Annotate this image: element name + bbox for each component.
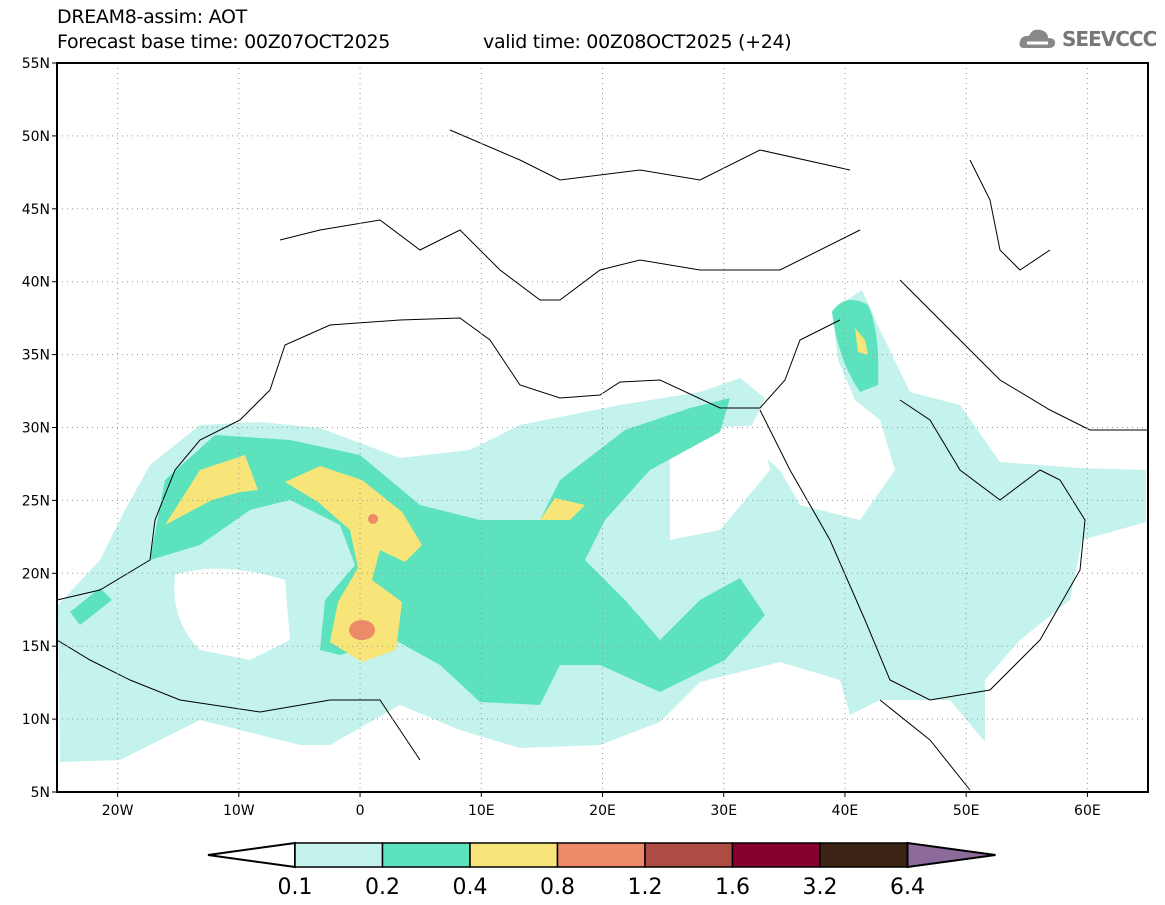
lon-label: 20W <box>102 803 134 819</box>
lat-label: 20N <box>22 566 50 582</box>
base-time: Forecast base time: 00Z07OCT2025 <box>57 31 391 53</box>
lat-label: 55N <box>22 56 50 72</box>
aot-0.4-region <box>285 466 422 662</box>
colorbar-bin <box>731 842 821 868</box>
colorbar-label: 1.6 <box>715 875 750 900</box>
valid-time: valid time: 00Z08OCT2025 (+24) <box>483 31 792 53</box>
logo-text: SEEVCCC <box>1062 27 1157 51</box>
lat-label: 10N <box>22 712 50 728</box>
map-title: DREAM8-assim: AOT <box>57 6 247 28</box>
lon-label: 0 <box>356 803 365 819</box>
colorbar-under-arrow <box>207 841 296 869</box>
aot-0.2-west <box>70 588 112 625</box>
lon-label: 40E <box>832 803 859 819</box>
colorbar-bin <box>381 842 471 868</box>
lon-label: 10W <box>223 803 255 819</box>
lon-label: 30E <box>710 803 737 819</box>
lat-label: 5N <box>31 785 50 801</box>
colorbar-bin <box>819 842 909 868</box>
colorbar-bin <box>294 842 384 868</box>
lat-label: 15N <box>22 639 50 655</box>
aot-field <box>58 290 1146 762</box>
seevccc-logo: SEEVCCC <box>1018 26 1157 52</box>
aot-0.4-region <box>540 498 585 520</box>
clear-hole <box>670 425 770 540</box>
lat-label: 35N <box>22 348 50 364</box>
aot-0.4-iraq <box>855 328 868 355</box>
lon-label: 10E <box>468 803 495 819</box>
lon-label: 20E <box>589 803 616 819</box>
aot-0.2-iraq <box>832 299 879 392</box>
cloud-icon <box>1019 29 1056 48</box>
colorbar-label: 0.8 <box>540 875 575 900</box>
colorbar: 0.1 0.2 0.4 0.8 1.2 1.6 3.2 6.4 <box>207 841 996 900</box>
lon-label: 60E <box>1074 803 1101 819</box>
clear-hole <box>174 568 290 660</box>
colorbar-bin <box>644 842 734 868</box>
colorbar-bin <box>556 842 646 868</box>
colorbar-label: 3.2 <box>803 875 838 900</box>
colorbar-label: 6.4 <box>890 875 925 900</box>
aot-0.8-spot <box>368 514 378 524</box>
lat-label: 40N <box>22 275 50 291</box>
lat-label: 45N <box>22 202 50 218</box>
colorbar-label: 1.2 <box>628 875 663 900</box>
lat-label: 30N <box>22 421 50 437</box>
colorbar-label: 0.4 <box>453 875 488 900</box>
aot-0.8-spot <box>349 620 375 640</box>
colorbar-label: 0.2 <box>365 875 400 900</box>
lat-label: 25N <box>22 493 50 509</box>
coastlines <box>56 129 1148 791</box>
aot-0.4-region <box>165 455 258 525</box>
colorbar-bin <box>469 842 559 868</box>
lat-label: 50N <box>22 129 50 145</box>
graticule <box>57 63 1148 792</box>
lon-label: 50E <box>953 803 980 819</box>
colorbar-label: 0.1 <box>278 875 313 900</box>
colorbar-over-arrow <box>906 841 996 869</box>
